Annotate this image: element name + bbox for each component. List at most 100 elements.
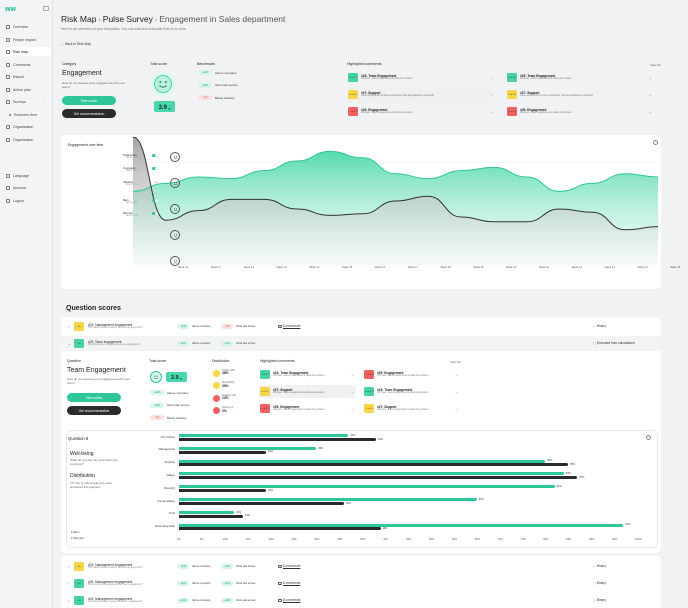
sidebar-item-action-plan[interactable]: Action plan [3, 85, 51, 94]
back-link[interactable]: ← Back to Risk Map [61, 42, 91, 46]
collapse-sidebar-icon[interactable] [43, 6, 49, 11]
comments-link[interactable]: 8 comments [278, 598, 300, 602]
comment-title: #23: Team Engagement [273, 371, 309, 376]
benchmark-label-text: Since last survey [236, 342, 256, 345]
sidebar-item-organisation[interactable]: Organisation [3, 135, 51, 144]
chevron-icon[interactable]: › [68, 598, 70, 603]
sidebar-item-logout[interactable]: Logout [3, 196, 51, 205]
bar-women [179, 450, 267, 454]
question-title: #23: Team engagement [88, 340, 122, 345]
comment-row[interactable]: 0 of 10 #29: Engagement Only few - team is… [347, 105, 495, 118]
q8-info-icon[interactable] [646, 435, 651, 440]
get-recommendation-button[interactable]: Get recommendation [62, 109, 116, 118]
question-row[interactable]: › 3.9 #23: Management engagement How would … [53, 593, 688, 608]
comment-text-block: #29: Engagement Only few - team is quiet … [361, 108, 413, 115]
question-row[interactable]: ⌄ 3.9 #23: Team engagement How do you like … [61, 336, 661, 351]
legend-label: Men [123, 198, 129, 202]
view-all-link[interactable]: View all [650, 63, 661, 67]
bar-women [179, 501, 344, 505]
take-action-button[interactable]: Take action [62, 96, 116, 105]
arrow-right-icon: → [454, 406, 459, 411]
sidebar-item-language[interactable]: Language [3, 171, 51, 180]
comment-row[interactable]: 0 of 10 #23: Team Engagement Only few - te… [363, 385, 460, 398]
detail-take-action-button[interactable]: Take action [67, 393, 121, 402]
benchmark-label-text: Since last survey [215, 83, 238, 88]
legend-toggle[interactable] [152, 153, 158, 157]
sidebar-item-surveys[interactable]: Surveys ⌄ [3, 97, 51, 106]
bar-x-tick: 70% [497, 538, 503, 541]
benchmark-pill: +0.9 [221, 341, 233, 346]
sidebar-item-submenu-item[interactable]: Submenu item [3, 110, 51, 119]
comment-row[interactable]: 0 of 10 #27: Support Only few - team is qu… [363, 402, 460, 415]
legend-men: ● Men [71, 530, 80, 534]
comment-row[interactable]: 0 of 10 #23: Team Engagement Only few - te… [259, 368, 356, 381]
type-icon: ▢ [593, 564, 597, 568]
comment-row[interactable]: 0 of 10 #23: Team Engagement Only few - te… [506, 71, 654, 84]
legend-toggle[interactable] [152, 166, 158, 170]
sidebar-item-account[interactable]: Account [3, 183, 51, 192]
legend-item-industry: Industry Above +0.9 [123, 180, 158, 187]
benchmark-label-text: Since last survey [236, 325, 256, 328]
x-tick-label: Week 10 [506, 266, 517, 269]
benchmark-label-text: Above company [192, 582, 211, 585]
breadcrumb-risk-map[interactable]: Risk Map [61, 14, 97, 24]
main-content: Risk Map › Pulse Survey › Engagement in Sale… [53, 0, 688, 608]
comments-link[interactable]: 8 comments [278, 581, 300, 585]
detail-view-all-link[interactable]: View all [450, 360, 461, 364]
breadcrumb-pulse-survey[interactable]: Pulse Survey [102, 14, 153, 24]
comment-text-block: #23: Team Engagement Only few - team is q… [377, 388, 429, 395]
bar-x-tick: 65% [474, 538, 480, 541]
chevron-icon[interactable]: ⌄ [68, 341, 71, 346]
chevron-icon[interactable]: › [68, 564, 70, 569]
bar-value-label: 30% [318, 446, 324, 450]
bar-value-label: 85% [570, 463, 576, 467]
benchmark-pill: +0.9 [198, 70, 212, 75]
bar-women [179, 476, 578, 480]
face-scale-icon [170, 178, 180, 188]
x-tick-label: Week 15 [670, 266, 681, 269]
question-row[interactable]: › 3.9 #23: Management engagement How would … [53, 576, 688, 591]
comment-text-block: #29: Engagement Only few - team is quiet … [273, 405, 325, 412]
comment-score-badge: 0 of 10 [260, 370, 270, 379]
type-icon: ▢ [593, 324, 597, 328]
sidebar-item-overview[interactable]: Overview [3, 22, 51, 31]
question-row[interactable]: › 3.9 #23: Management engagement How would … [53, 319, 688, 334]
sidebar-item-organisation[interactable]: Organisation [3, 122, 51, 131]
comments-link[interactable]: 8 comments [278, 324, 300, 328]
report-icon [6, 74, 10, 79]
info-icon[interactable] [653, 140, 658, 145]
comment-row[interactable]: 0 of 10 #27: Support Only few - team is qu… [259, 385, 356, 398]
comment-snippet: Only few - team is quiet done at what yo… [361, 78, 413, 81]
legend-toggle[interactable] [152, 198, 158, 202]
sidebar-item-report[interactable]: Report [3, 72, 51, 81]
chevron-icon[interactable]: › [68, 324, 70, 329]
comment-row[interactable]: 0 of 10 #29: Engagement Only few - team is… [259, 402, 356, 415]
chevron-icon[interactable]: › [68, 581, 70, 586]
people-icon [6, 37, 10, 42]
sidebar-item-risk-map[interactable]: Risk map [3, 47, 51, 56]
comment-snippet: Only few - team is quiet done at what yo… [273, 409, 325, 412]
globe-icon [6, 173, 10, 178]
legend-toggle[interactable] [152, 211, 158, 215]
comment-row[interactable]: 0 of 10 #29: Engagement Only few - team is… [506, 105, 654, 118]
comment-row[interactable]: 0 of 10 #29: Engagement Only few - team is… [363, 368, 460, 381]
legend-toggle[interactable] [152, 180, 158, 184]
sidebar-item-label: Account [13, 185, 26, 190]
question-score-badge: 3.9 [74, 596, 84, 605]
comment-row[interactable]: 0 of 10 #27: Support Lorem ipsum dolor sit… [347, 88, 495, 101]
comment-row[interactable]: 0 of 10 #23: Team Engagement Only few - te… [347, 71, 495, 84]
sidebar-item-people-impact[interactable]: People impact [3, 35, 51, 44]
comment-score-badge: 0 of 10 [348, 90, 358, 99]
sentiment-face-icon [213, 394, 220, 402]
question-row[interactable]: › 3.9 #23: Management engagement How would … [53, 559, 688, 574]
benchmark-label-text: Since last survey [236, 599, 256, 602]
question-type-text: Excluded from calculations [596, 341, 635, 345]
legend-men-label: Men [73, 530, 80, 534]
comments-link[interactable]: 8 comments [278, 564, 300, 568]
sidebar-item-comments[interactable]: Comments [3, 60, 51, 69]
comment-row[interactable]: 0 of 10 #27: Support Lorem ipsum dolor sit… [506, 88, 654, 101]
comment-title: #29: Engagement [361, 108, 388, 113]
category-title: Engagement [62, 70, 102, 77]
category-label: Category [62, 62, 77, 66]
detail-get-recommendation-button[interactable]: Get recommendation [67, 406, 121, 415]
